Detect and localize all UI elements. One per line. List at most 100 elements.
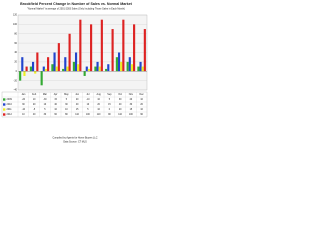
table-value: 110 bbox=[118, 114, 122, 116]
bar bbox=[66, 66, 69, 72]
legend-label: 2012 bbox=[7, 113, 13, 116]
chart-title: Brookfield Percent Change in Number of S… bbox=[20, 2, 132, 6]
y-tick-label: 120 bbox=[13, 14, 18, 17]
y-tick-label: 20 bbox=[14, 61, 17, 64]
bar bbox=[19, 71, 22, 81]
bar bbox=[57, 43, 60, 72]
bar bbox=[137, 66, 140, 72]
y-tick-label: -40 bbox=[14, 89, 18, 92]
bar bbox=[98, 66, 101, 72]
bar bbox=[51, 64, 54, 72]
legend-swatch bbox=[3, 113, 6, 116]
table-value: 110 bbox=[75, 114, 79, 116]
bar bbox=[90, 24, 93, 72]
table-value: 10 bbox=[97, 99, 100, 101]
table-value: 20 bbox=[130, 99, 133, 101]
bar bbox=[23, 71, 26, 76]
table-value: 90 bbox=[108, 114, 111, 116]
bar bbox=[53, 52, 56, 72]
bar bbox=[139, 61, 142, 72]
table-value: 10 bbox=[65, 109, 68, 111]
x-tick-label: Oct bbox=[118, 93, 122, 96]
data-table bbox=[1, 91, 148, 118]
table-value: 15 bbox=[76, 109, 79, 111]
legend-label: 2010 bbox=[7, 103, 13, 106]
bar bbox=[111, 29, 114, 72]
bar bbox=[94, 66, 97, 72]
legend-swatch bbox=[3, 98, 6, 101]
table-value: 100 bbox=[86, 114, 91, 116]
bar bbox=[25, 66, 28, 72]
table-value: 10 bbox=[87, 104, 90, 106]
y-tick-label: 40 bbox=[14, 51, 17, 54]
bar bbox=[64, 57, 67, 72]
bar bbox=[55, 66, 58, 72]
footer: Data Source: CT MLS bbox=[63, 141, 87, 144]
table-value: -5 bbox=[33, 109, 36, 111]
bar bbox=[31, 61, 35, 72]
table-value: 60 bbox=[54, 114, 57, 116]
table-value: 30 bbox=[65, 104, 68, 106]
table-value: 10 bbox=[140, 109, 143, 111]
bar bbox=[122, 19, 125, 72]
legend-label: 2009 bbox=[7, 98, 13, 101]
bar bbox=[68, 33, 71, 72]
table-value: 40 bbox=[119, 104, 122, 106]
table-value: 10 bbox=[97, 109, 100, 111]
x-tick-label: Dec bbox=[139, 93, 144, 96]
bar bbox=[85, 66, 88, 72]
bar bbox=[141, 66, 144, 72]
x-tick-label: May bbox=[64, 93, 69, 96]
table-value: 20 bbox=[76, 99, 79, 101]
x-tick-label: Aug bbox=[96, 93, 101, 96]
table-value: -10 bbox=[22, 109, 26, 111]
table-value: 80 bbox=[65, 114, 68, 116]
bar bbox=[105, 68, 108, 72]
bar bbox=[62, 68, 65, 72]
legend-swatch bbox=[3, 108, 6, 111]
table-value: 10 bbox=[54, 109, 57, 111]
table-value: 40 bbox=[76, 104, 79, 106]
y-tick-label: -20 bbox=[14, 79, 18, 82]
table-value: 40 bbox=[33, 114, 36, 116]
bar bbox=[128, 57, 131, 72]
bar bbox=[143, 29, 146, 72]
table-value: 40 bbox=[54, 104, 57, 106]
x-tick-label: Feb bbox=[32, 93, 37, 96]
table-value: 20 bbox=[97, 104, 100, 106]
bar bbox=[83, 71, 86, 76]
bar bbox=[36, 52, 39, 72]
bar bbox=[40, 71, 43, 86]
table-value: 5 bbox=[109, 99, 111, 101]
bar bbox=[130, 64, 134, 72]
chart: Brookfield Percent Change in Number of S… bbox=[0, 0, 150, 150]
x-tick-label: Mar bbox=[43, 93, 47, 96]
bar bbox=[47, 57, 50, 72]
table-value: 5 bbox=[44, 109, 46, 111]
bar bbox=[117, 52, 121, 72]
table-value: 20 bbox=[140, 104, 143, 106]
bar bbox=[42, 66, 45, 72]
bar bbox=[34, 71, 37, 74]
y-tick-label: 60 bbox=[14, 42, 17, 45]
x-tick-label: Jun bbox=[75, 93, 80, 96]
y-tick-label: 0 bbox=[16, 70, 18, 73]
table-value: 15 bbox=[108, 104, 111, 106]
table-value: 90 bbox=[140, 114, 143, 116]
x-tick-label: Sep bbox=[107, 93, 112, 96]
bar bbox=[115, 57, 118, 72]
y-tick-label: 80 bbox=[14, 32, 17, 35]
table-value: 0 bbox=[109, 109, 111, 111]
table-value: 30 bbox=[119, 99, 122, 101]
table-value: 30 bbox=[130, 104, 133, 106]
bar bbox=[21, 57, 24, 72]
table-value: 20 bbox=[33, 104, 36, 106]
bar bbox=[87, 68, 91, 72]
table-value: 20 bbox=[119, 109, 122, 111]
bar bbox=[72, 61, 75, 72]
bar bbox=[107, 64, 110, 72]
bar bbox=[44, 68, 48, 72]
table-value: 30 bbox=[44, 114, 47, 116]
table-value: 10 bbox=[140, 99, 143, 101]
table-value: -20 bbox=[22, 99, 26, 101]
